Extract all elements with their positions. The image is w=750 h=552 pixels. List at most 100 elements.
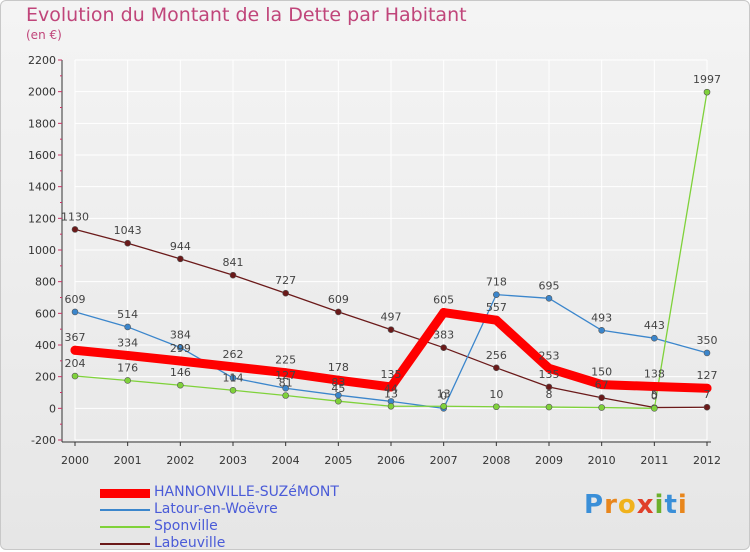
data-point	[545, 294, 553, 302]
logo-letter: i	[677, 490, 688, 520]
data-label: 13	[437, 387, 451, 400]
data-point	[703, 403, 711, 411]
y-tick-label: 1000	[28, 244, 56, 257]
data-label: 45	[331, 382, 345, 395]
data-label: 10	[489, 388, 503, 401]
data-label: 384	[170, 329, 191, 342]
logo-letter: P	[584, 490, 605, 520]
y-tick-label: 200	[35, 371, 56, 384]
data-point	[71, 372, 79, 380]
data-label: 83	[331, 376, 345, 389]
data-point	[335, 397, 342, 405]
y-tick-label: 800	[35, 276, 56, 289]
data-label: 204	[65, 357, 86, 370]
data-label: 1997	[693, 73, 721, 86]
data-point	[651, 405, 658, 412]
data-point	[282, 289, 289, 297]
data-point	[491, 315, 501, 325]
x-tick-label: 2006	[377, 454, 405, 467]
x-tick-label: 2011	[640, 454, 668, 467]
data-label: 605	[433, 294, 454, 307]
data-label: 493	[591, 311, 612, 324]
data-label: 514	[117, 308, 138, 321]
data-point	[439, 308, 449, 318]
data-point	[177, 381, 184, 389]
y-tick-label: 400	[35, 339, 56, 352]
data-point	[387, 326, 395, 333]
x-tick-label: 2010	[588, 454, 616, 467]
data-point	[177, 255, 184, 263]
data-point	[71, 226, 79, 233]
y-tick-label: 1400	[28, 181, 56, 194]
data-label: 1130	[61, 210, 89, 223]
logo-letter: i	[654, 490, 665, 520]
data-point	[282, 384, 289, 392]
data-label: 443	[644, 319, 665, 332]
legend-swatch	[100, 543, 150, 545]
data-label: 138	[644, 367, 665, 380]
data-label: 334	[117, 336, 138, 349]
logo-letter: r	[604, 490, 618, 520]
data-point	[440, 344, 447, 351]
data-point	[228, 362, 238, 372]
y-tick-label: 1600	[28, 149, 56, 162]
chart-subtitle: (en €)	[26, 28, 62, 42]
data-point	[545, 403, 553, 411]
x-tick-label: 2012	[693, 454, 721, 467]
data-label: 135	[381, 368, 402, 381]
data-point	[386, 382, 396, 392]
data-point	[124, 239, 131, 247]
data-label: 127	[275, 369, 296, 382]
data-point	[703, 88, 711, 96]
y-tick-label: 2200	[28, 54, 56, 67]
data-point	[335, 308, 342, 316]
data-label: 135	[539, 368, 560, 381]
y-tick-label: -200	[31, 434, 56, 447]
logo-letter: t	[664, 490, 678, 520]
data-label: 127	[697, 369, 718, 382]
x-tick-label: 2008	[482, 454, 510, 467]
data-label: 81	[279, 377, 293, 390]
data-point	[175, 356, 185, 366]
data-label: 367	[65, 331, 86, 344]
data-label: 67	[595, 379, 609, 392]
x-tick-label: 2001	[114, 454, 142, 467]
data-point	[545, 383, 553, 391]
legend-label: HANNONVILLE-SUZéMONT	[154, 484, 339, 500]
y-tick-label: 0	[49, 402, 56, 415]
data-point	[229, 271, 237, 279]
y-tick-label: 2000	[28, 86, 56, 99]
data-label: 841	[223, 256, 244, 269]
data-point	[229, 374, 237, 382]
data-label: 7	[704, 388, 711, 401]
data-point	[71, 308, 79, 316]
data-label: 0	[651, 389, 658, 402]
chart-title: Evolution du Montant de la Dette par Hab…	[26, 4, 467, 26]
legend-label: Latour-en-Woëvre	[154, 501, 278, 517]
logo-letter: x	[636, 490, 655, 520]
data-label: 727	[275, 274, 296, 287]
data-point	[70, 345, 80, 355]
data-point	[598, 404, 605, 411]
data-point	[440, 402, 447, 410]
legend-swatch	[100, 509, 150, 511]
data-label: 114	[223, 371, 244, 384]
data-label: 176	[117, 361, 138, 374]
x-tick-label: 2004	[272, 454, 300, 467]
data-label: 1043	[114, 224, 142, 237]
data-label: 262	[223, 348, 244, 361]
data-point	[651, 334, 658, 342]
data-point	[333, 375, 343, 385]
logo-letter: o	[617, 490, 637, 520]
data-point	[387, 402, 395, 410]
legend-label: Sponville	[154, 518, 218, 534]
data-label: 557	[486, 301, 507, 314]
data-point	[702, 383, 712, 393]
data-label: 150	[591, 366, 612, 379]
proxiti-logo: Proxiti	[584, 490, 688, 520]
data-point	[124, 377, 131, 384]
data-label: 944	[170, 240, 191, 253]
legend-swatch	[100, 526, 150, 528]
data-point	[281, 368, 291, 378]
data-label: 497	[381, 311, 402, 324]
